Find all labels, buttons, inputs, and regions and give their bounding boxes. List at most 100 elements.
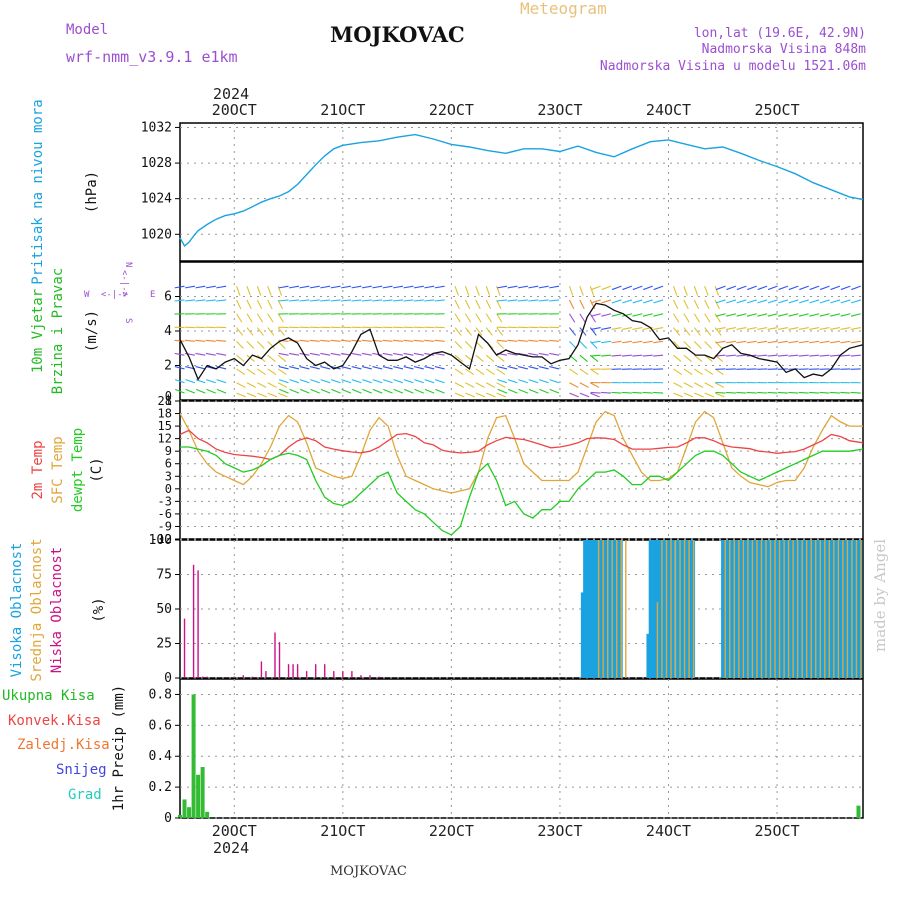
wind-arrow [851, 299, 861, 304]
wind-arrow [736, 354, 747, 357]
wind-arrow [393, 365, 404, 370]
high-cloud-bar [838, 540, 843, 678]
high-cloud-bar [752, 540, 757, 678]
wind-arrow [829, 340, 841, 344]
wind-arrow [819, 340, 830, 344]
wind-arrow [340, 299, 352, 302]
wind-arrow [549, 388, 560, 394]
wind-arrow [277, 392, 288, 398]
mid-cloud-bar [625, 540, 627, 678]
y-tick-label: 100 [149, 533, 172, 548]
y-tick-label: 75 [156, 568, 172, 583]
wind-arrow [643, 285, 653, 291]
wind-arrow [277, 368, 287, 375]
mid-cloud-bar [670, 540, 672, 678]
wind-arrow [778, 313, 789, 317]
wind-side-labels: 10m Vjetar Brzina i Pravac (m/s) W E N S… [30, 262, 155, 394]
wind-arrow [715, 391, 726, 394]
wind-arrow [726, 285, 737, 291]
wind-arrow [216, 285, 227, 289]
wind-arrow [799, 285, 809, 291]
wind-arrow [464, 285, 470, 296]
high-cloud-bar [775, 540, 779, 678]
wind-arrow [632, 285, 643, 291]
wind-arrow [601, 285, 612, 291]
wind-arrow [746, 327, 757, 330]
wind-arrow [185, 379, 196, 384]
wind-arrow [256, 313, 264, 323]
high-cloud-bar [793, 540, 797, 678]
y-tick-label: 1024 [141, 192, 172, 207]
wind-arrow [278, 352, 289, 356]
wind-arrow [622, 313, 632, 317]
wind-arrow [549, 285, 560, 289]
day-label-bottom: 21OCT [320, 822, 365, 840]
wind-arrow [829, 354, 840, 357]
wind-label-1: 10m Vjetar [30, 289, 46, 373]
wind-arrow [424, 352, 435, 356]
wind-arrow [767, 313, 778, 317]
wind-arrow [715, 285, 726, 291]
wind-arrow [330, 352, 341, 356]
wind-arrow [351, 285, 362, 289]
wind-arrow [362, 388, 372, 394]
mid-cloud-bar [765, 540, 767, 678]
high-cloud-bar [583, 540, 587, 678]
high-cloud-bar [847, 540, 852, 678]
compass-arrows: <-|-> [101, 290, 129, 300]
wind-arrow [236, 327, 244, 336]
wind-arrow [673, 340, 681, 349]
low-cloud-bar [265, 671, 267, 678]
wind-arrow [465, 340, 473, 349]
wind-arrow [497, 285, 508, 289]
wind-arrow [246, 382, 257, 388]
high-cloud-bar [648, 540, 653, 678]
wind-arrow [590, 391, 601, 394]
wind-arrow [267, 392, 278, 398]
mid-cloud-bar [620, 540, 622, 678]
temp-2m-line [179, 429, 864, 461]
y-tick-label: -12 [150, 532, 172, 546]
wind-arrow [621, 340, 632, 344]
wind-arrow [320, 365, 331, 370]
wind-arrow [382, 339, 393, 342]
wind-arrow [517, 299, 528, 302]
wind-arrow [736, 327, 747, 330]
wind-arrow [195, 388, 206, 394]
y-tick-label: 0.2 [149, 780, 172, 795]
wind-arrow [704, 285, 709, 296]
wind-arrow [590, 313, 601, 317]
wind-arrow [714, 299, 720, 310]
wind-arrow [528, 365, 539, 370]
wind-arrow [383, 388, 393, 394]
high-cloud-bar [834, 540, 838, 678]
wind-arrow [693, 313, 701, 323]
wind-arrow [653, 327, 664, 330]
low-cloud-bar [278, 642, 281, 678]
wind-arrow [714, 382, 725, 388]
wind-arrow [528, 388, 539, 394]
wind-arrow [267, 285, 272, 296]
wind-arrow [330, 339, 341, 342]
mid-cloud-bar [688, 540, 690, 678]
wind-arrow [257, 392, 267, 398]
y-tick-label: 6 [164, 290, 172, 305]
wind-arrow [195, 299, 206, 302]
wind-arrow [736, 340, 747, 344]
wind-arrow [736, 313, 747, 317]
mid-cloud-bar [810, 540, 812, 678]
wind-arrow [819, 285, 830, 291]
high-cloud-bar [580, 592, 585, 678]
wind-arrow [309, 365, 320, 370]
y-tick-label: 0 [164, 671, 172, 686]
wind-arrow [746, 299, 757, 304]
high-cloud-bar [598, 540, 603, 678]
wind-arrow [590, 354, 601, 357]
wind-arrow [611, 299, 622, 304]
wind-arrow [601, 313, 612, 317]
wind-arrow [653, 285, 664, 291]
wind-arrow [256, 327, 264, 336]
high-cloud-bar [825, 540, 829, 678]
wind-arrow [236, 340, 244, 349]
wind-arrow [299, 339, 310, 342]
